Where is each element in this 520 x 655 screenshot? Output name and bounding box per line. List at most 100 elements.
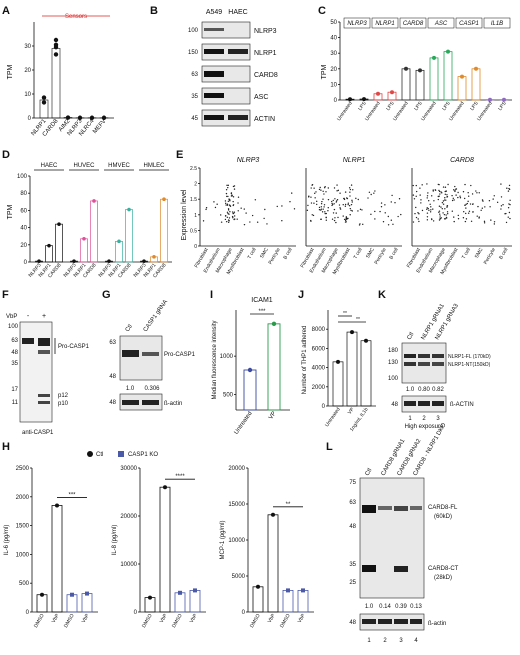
e-cell-dot	[385, 212, 386, 213]
panel-l: L Ctl CARD8 gRNA1 CARD8 gRNA2 CARD8 - NL…	[326, 422, 459, 644]
e-cell-dot	[231, 194, 232, 195]
e-cell-dot	[442, 212, 443, 213]
l-quant-1: 1.0	[365, 604, 374, 610]
e-cell-dot	[240, 207, 241, 208]
label-p10: p10	[58, 401, 69, 407]
h-bar	[82, 594, 92, 612]
h-bar	[283, 590, 293, 612]
e-cell-dot	[446, 196, 447, 197]
e-cell-dot	[234, 215, 235, 216]
c-bar	[416, 70, 424, 100]
e-cell-dot	[509, 212, 510, 213]
e-cell-dot	[432, 208, 433, 209]
band-pro-casp1-plus	[38, 338, 50, 346]
e-cell-dot	[369, 192, 370, 193]
e-cell-dot	[344, 219, 345, 220]
e-cell-dot	[220, 214, 221, 215]
e-cell-dot	[321, 206, 322, 207]
d-point	[127, 208, 131, 212]
e-cell-dot	[427, 212, 428, 213]
e-cell-dot	[379, 211, 380, 212]
e-title: NLRP3	[237, 157, 260, 164]
label-pro-casp1: Pro-CASP1	[58, 344, 90, 350]
a-point	[54, 43, 58, 47]
d-group-label: HMVEC	[108, 163, 130, 169]
e-cell-dot	[422, 210, 423, 211]
h-point	[163, 485, 167, 489]
l-lane-num-2: 2	[383, 638, 387, 644]
h-point	[85, 592, 89, 596]
e-cell-dot	[419, 194, 420, 195]
e-ytick-label: 1.5	[190, 197, 197, 203]
e-cell-dot	[452, 211, 453, 212]
e-cell-dot	[205, 209, 206, 210]
e-cell-dot	[433, 189, 434, 190]
e-cell-dot	[289, 201, 290, 202]
c-ytick-label: 0	[334, 98, 338, 104]
e-cell-dot	[431, 219, 432, 220]
panel-h: H Ctl CASP1 KO IL-6 (pg/ml)0500100015002…	[2, 441, 314, 629]
panel-i: I ICAM1 Median fluorescence intensity 50…	[210, 289, 290, 436]
h-xtick-label: VbP	[159, 612, 169, 624]
e-cell-dot	[494, 223, 495, 224]
k-quant-2: 0.80	[418, 387, 430, 393]
e-cell-dot	[322, 211, 323, 212]
c-xtick-label: Untreated	[336, 101, 354, 123]
e-xtick-label: B cell	[282, 247, 293, 261]
e-cell-dot	[249, 221, 250, 222]
e-cell-dot	[442, 208, 443, 209]
k-actin-3	[432, 401, 444, 406]
j-xtick-label: VP	[347, 406, 356, 415]
band-p10	[38, 401, 50, 404]
d-bar	[56, 224, 63, 262]
a-point	[54, 38, 58, 42]
e-cell-dot	[444, 191, 445, 192]
e-cell-dot	[455, 188, 456, 189]
e-cell-dot	[316, 201, 317, 202]
a-point	[42, 95, 46, 99]
h2-ytick-label: 0	[242, 610, 246, 616]
e-ytick-label: 0.5	[190, 228, 197, 234]
e-cell-dot	[308, 196, 309, 197]
g-label-actin: ß-actin	[164, 401, 182, 407]
panel-d-plot: 020406080100HAECNLRP3NLRP1CARD8HUVECNLRP…	[17, 163, 172, 279]
k-mw-100: 100	[388, 376, 399, 382]
k-label-fl: NLRP1-FL (170kD)	[448, 354, 491, 360]
e-cell-dot	[314, 193, 315, 194]
e-cell-dot	[216, 204, 217, 205]
e-cell-dot	[508, 216, 509, 217]
c-ytick-label: 40	[330, 36, 337, 42]
e-cell-dot	[435, 189, 436, 190]
panel-a-letter: A	[2, 5, 10, 17]
l-mw: 75	[349, 480, 356, 486]
k-actin-2	[418, 401, 430, 406]
h1-ytick-label: 10000	[120, 562, 137, 568]
e-cell-dot	[233, 204, 234, 205]
c-point	[446, 50, 450, 54]
d-bar	[161, 199, 168, 262]
l-actin-2	[378, 619, 392, 624]
e-cell-dot	[441, 217, 442, 218]
e-cell-dot	[394, 202, 395, 203]
e-cell-dot	[352, 210, 353, 211]
e-cell-dot	[419, 187, 420, 188]
e-cell-dot	[421, 184, 422, 185]
b-mw: 100	[188, 28, 199, 34]
l-actin-1	[362, 619, 376, 624]
e-cell-dot	[228, 219, 229, 220]
panel-e-plot: NLRP300.511.522.5FibroblastEndotheliumMa…	[190, 157, 512, 276]
b-band-haec	[228, 115, 248, 120]
e-xtick-label: SMC	[474, 247, 485, 260]
e-cell-dot	[460, 197, 461, 198]
l-mw: 48	[349, 524, 356, 530]
a-ytick-label: 30	[24, 44, 31, 50]
e-cell-dot	[338, 190, 339, 191]
e-cell-dot	[245, 212, 246, 213]
e-cell-dot	[343, 204, 344, 205]
e-cell-dot	[244, 208, 245, 209]
e-cell-dot	[383, 221, 384, 222]
legend-ctl-swatch	[87, 451, 93, 457]
h-ylabel: MCP-1 (pg/ml)	[220, 520, 226, 559]
